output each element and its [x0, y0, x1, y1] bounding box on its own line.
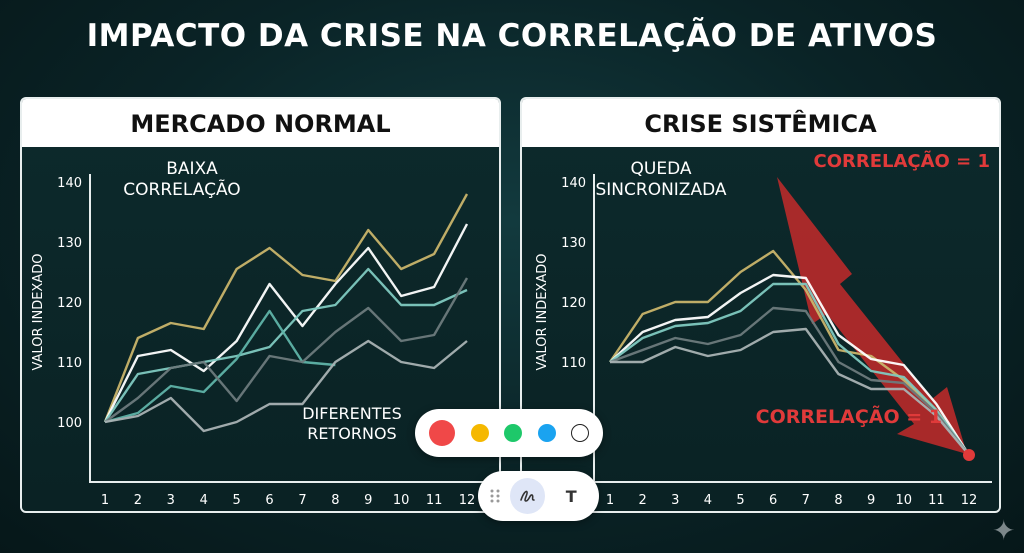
- color-swatch-3[interactable]: [504, 424, 522, 442]
- x-tick-label: 1: [101, 493, 109, 508]
- y-axis-label: VALOR INDEXADO: [535, 254, 550, 371]
- end-point-marker: [963, 449, 975, 461]
- x-tick-label: 9: [364, 493, 372, 508]
- x-tick-label: 9: [867, 493, 875, 508]
- x-tick-label: 5: [736, 493, 744, 508]
- y-tick-label: 120: [57, 296, 82, 311]
- series-line-2: [103, 223, 469, 423]
- x-tick-label: 8: [331, 493, 339, 508]
- color-swatch-4[interactable]: [537, 424, 556, 442]
- x-tick-label: 12: [459, 493, 476, 508]
- x-tick-label: 2: [134, 493, 142, 508]
- x-tick-label: 7: [802, 493, 810, 508]
- axes: [89, 174, 492, 483]
- color-swatch-5[interactable]: [571, 424, 589, 442]
- series-line-2: [609, 273, 971, 456]
- x-tick-label: 4: [704, 493, 712, 508]
- annotation-synchronized-fall: QUEDA: [631, 159, 692, 179]
- series-line-3: [104, 267, 468, 423]
- x-tick-label: 12: [961, 493, 978, 508]
- draw-icon: [519, 490, 535, 502]
- y-axis-label: VALOR INDEXADO: [31, 254, 46, 371]
- y-tick-label: 140: [561, 176, 586, 191]
- x-tick-label: 10: [393, 493, 410, 508]
- chart-systemic-crisis: 110120130140123456789101112TEMPO (MESES)…: [535, 149, 992, 508]
- color-picker-toolbar: [415, 409, 603, 457]
- series-line-3: [609, 282, 970, 456]
- x-tick-label: 3: [671, 493, 679, 508]
- panel-normal-market: MERCADO NORMAL 100 110 120 130 140 1 2 3 4 5 6 7 8 9 1…: [20, 97, 501, 513]
- series-line-1: [609, 249, 970, 456]
- y-tick-label: 100: [57, 416, 82, 431]
- y-tick-label: 140: [57, 176, 82, 191]
- x-tick-label: 5: [232, 493, 240, 508]
- series-line-4: [104, 309, 336, 424]
- panel-title: CRISE SISTÊMICA: [522, 99, 999, 147]
- y-tick-label: 120: [561, 296, 586, 311]
- series-line-5: [104, 277, 469, 423]
- x-tick-label: 1: [606, 493, 614, 508]
- annotation-correlation-top: CORRELAÇÃO = 1: [813, 149, 990, 172]
- x-tick-label: 2: [638, 493, 646, 508]
- drawing-toolbar: T: [478, 471, 599, 521]
- drag-handle-icon: [490, 489, 500, 503]
- x-tick-label: 10: [895, 493, 912, 508]
- x-tick-label: 6: [769, 493, 777, 508]
- sparkle-icon: ✦: [992, 514, 1016, 547]
- annotation-correlation-bottom: CORRELAÇÃO = 1: [756, 404, 942, 428]
- drag-handle[interactable]: [488, 478, 502, 514]
- annotation-low-correlation: CORRELAÇÃO: [123, 178, 240, 200]
- series-line-5: [610, 327, 970, 456]
- x-tick-label: 8: [834, 493, 842, 508]
- series-line-1: [103, 193, 469, 423]
- color-swatch-2[interactable]: [470, 424, 489, 442]
- draw-tool-button[interactable]: [509, 478, 546, 514]
- panel-title: MERCADO NORMAL: [22, 99, 499, 147]
- x-tick-label: 7: [298, 493, 306, 508]
- x-tick-label: 3: [167, 493, 175, 508]
- chart-normal-market: 100110120130140123456789101112TEMPO (MES…: [31, 159, 492, 508]
- y-tick-label: 110: [561, 356, 586, 371]
- series-line-4: [609, 306, 970, 456]
- series-line-6: [104, 339, 468, 433]
- annotation-different-returns: RETORNOS: [307, 424, 396, 443]
- annotation-low-correlation: BAIXA: [166, 159, 218, 179]
- y-tick-label: 130: [57, 236, 82, 251]
- page-title: IMPACTO DA CRISE NA CORRELAÇÃO DE ATIVOS: [86, 18, 938, 54]
- color-swatch-1[interactable]: [429, 420, 455, 446]
- y-tick-label: 110: [57, 356, 82, 371]
- text-tool-button[interactable]: T: [565, 486, 577, 506]
- x-tick-label: 4: [200, 493, 208, 508]
- y-tick-label: 130: [561, 236, 586, 251]
- x-tick-label: 11: [426, 493, 443, 508]
- annotation-synchronized-fall: SINCRONIZADA: [595, 180, 726, 200]
- x-tick-label: 6: [265, 493, 273, 508]
- x-tick-label: 11: [928, 493, 945, 508]
- annotation-different-returns: DIFERENTES: [302, 404, 402, 423]
